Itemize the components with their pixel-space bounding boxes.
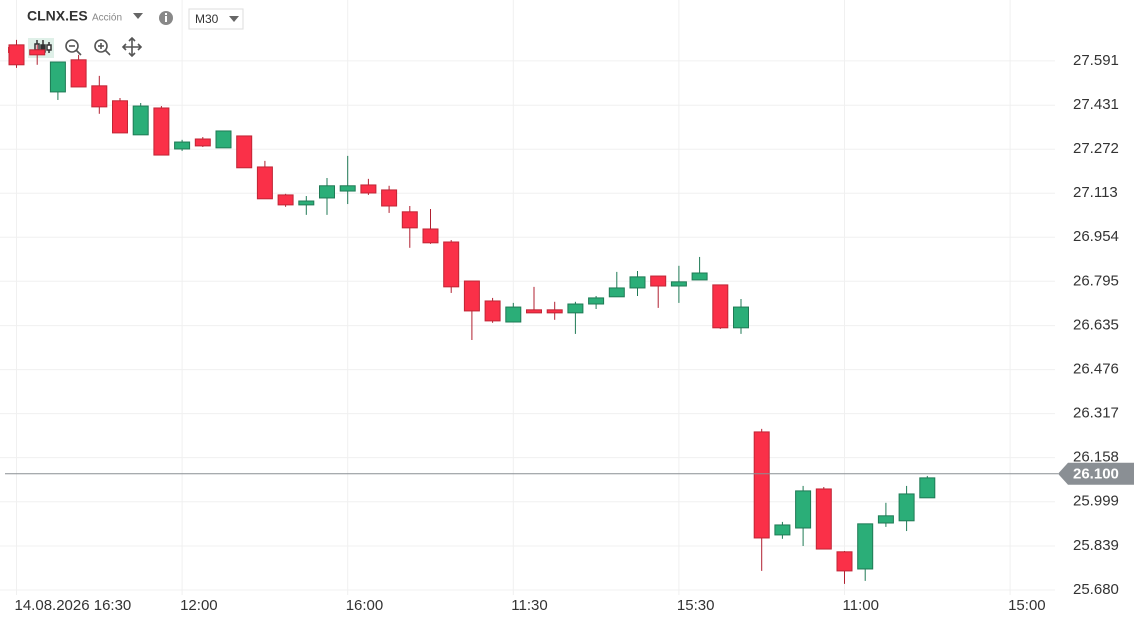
candle-body xyxy=(132,105,149,136)
candle-body xyxy=(49,61,66,93)
y-tick-label: 26.635 xyxy=(1073,317,1119,334)
y-tick-label: 25.839 xyxy=(1073,537,1119,554)
candle-body xyxy=(898,493,915,522)
candle-body xyxy=(381,189,398,207)
candle-body xyxy=(857,523,874,570)
candle-body xyxy=(215,130,232,149)
y-tick-label: 27.431 xyxy=(1073,96,1119,113)
candle-body xyxy=(670,281,687,287)
timeframe-arrow xyxy=(229,16,239,22)
candle-body xyxy=(588,297,605,305)
y-tick-label: 25.999 xyxy=(1073,493,1119,510)
candle-body xyxy=(112,100,128,134)
zoom-in[interactable] xyxy=(94,39,111,56)
candle-body xyxy=(422,228,439,244)
header: CLNX.ES Acción M30 xyxy=(27,8,244,30)
candle-body xyxy=(919,477,936,499)
candle-body xyxy=(567,303,584,314)
candle-body xyxy=(153,107,170,156)
zoom-out[interactable] xyxy=(65,39,82,56)
candle-body xyxy=(650,275,667,287)
candle-body xyxy=(505,306,522,323)
y-tick-label: 25.680 xyxy=(1073,581,1119,598)
x-tick-label: 12:00 xyxy=(180,597,218,614)
x-tick-label: 14.08.2026 16:30 xyxy=(15,597,132,614)
timeframe: M30 xyxy=(195,12,219,26)
candle-body xyxy=(484,300,501,322)
y-tick-label: 26.795 xyxy=(1073,272,1119,289)
candle-body xyxy=(8,44,25,66)
y-tick-label: 27.591 xyxy=(1073,52,1119,69)
candle-body xyxy=(236,135,253,169)
last-price-label: 26.100 xyxy=(1073,466,1119,483)
x-tick-label: 11:30 xyxy=(511,597,547,614)
timeframe-select[interactable] xyxy=(188,8,244,30)
x-tick-label: 16:00 xyxy=(346,597,384,614)
candle-body xyxy=(795,490,812,529)
info-glyph xyxy=(165,13,167,15)
candle-body xyxy=(29,49,46,56)
candle-body xyxy=(277,194,294,206)
candle-body xyxy=(733,306,749,329)
candle-body xyxy=(526,309,542,314)
candle-body xyxy=(774,524,791,536)
x-tick-label: 15:00 xyxy=(1008,597,1046,614)
candle-body xyxy=(194,138,211,147)
candle-body xyxy=(360,184,377,194)
y-tick-label: 26.954 xyxy=(1073,228,1119,245)
candle-body xyxy=(608,287,625,298)
candle-body xyxy=(753,431,770,539)
candle-body xyxy=(877,515,894,524)
last-price-tag xyxy=(1058,462,1134,485)
candle-body xyxy=(401,211,418,229)
candle-body xyxy=(91,85,108,108)
candle-body xyxy=(712,284,729,329)
candle-body xyxy=(319,185,335,199)
candle-body xyxy=(298,200,315,206)
candle-body xyxy=(463,280,480,312)
candle-body xyxy=(629,276,646,289)
grid xyxy=(0,0,1055,595)
candle-body xyxy=(70,59,87,88)
y-tick-label: 27.113 xyxy=(1073,184,1118,201)
candle-body xyxy=(443,241,460,288)
info-glyph xyxy=(165,16,167,22)
candle-body xyxy=(174,141,191,150)
pan[interactable] xyxy=(121,36,143,58)
candle-body xyxy=(546,309,563,314)
toolbar xyxy=(8,36,143,58)
y-tick-label: 27.272 xyxy=(1073,140,1119,157)
candle-body xyxy=(339,185,356,192)
y-tick-label: 26.158 xyxy=(1073,449,1119,466)
y-tick-label: 26.476 xyxy=(1073,361,1119,378)
y-tick-label: 26.317 xyxy=(1073,405,1119,422)
candle-body xyxy=(815,488,832,550)
candle-body xyxy=(691,272,708,281)
kind: Acción xyxy=(92,13,122,24)
x-tick-label: 15:30 xyxy=(677,597,715,614)
candle-body xyxy=(256,166,273,200)
x-tick-label: 11:00 xyxy=(843,597,879,614)
candle-body xyxy=(836,551,853,572)
symbol[interactable]: CLNX.ES xyxy=(27,8,88,24)
symbol-dropdown[interactable] xyxy=(133,13,143,19)
